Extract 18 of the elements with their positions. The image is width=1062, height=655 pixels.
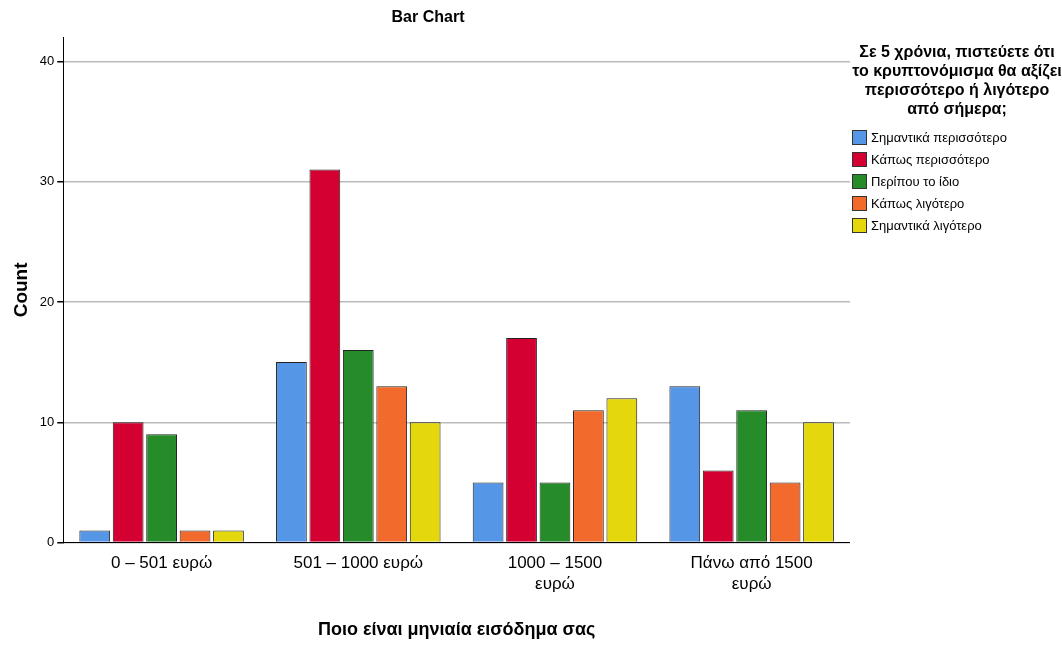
legend-label: Κάπως περισσότερο: [871, 151, 990, 167]
legend-label: Περίπου το ίδιο: [871, 173, 960, 189]
y-axis-title: Count: [9, 261, 31, 318]
x-tick-label: Πάνω από 1500 ευρώ: [690, 553, 813, 593]
y-tick-label: 40: [39, 52, 55, 68]
y-tick-label: 10: [39, 413, 55, 429]
x-axis-title: Ποιο είναι μηνιαία εισόδημα σας: [317, 619, 596, 640]
legend-label: Σημαντικά περισσότερο: [871, 129, 1007, 145]
x-tick-label: 0 – 501 ευρώ: [110, 553, 213, 573]
y-tick-label: 0: [47, 534, 55, 550]
y-tick-label: 20: [39, 293, 55, 309]
legend-label: Κάπως λιγότερο: [871, 195, 965, 211]
x-tick-label: 501 – 1000 ευρώ: [293, 553, 424, 573]
legend-title: Σε 5 χρόνια, πιστεύετε ότι το κρυπτονόμισμα θα αξίζει περισσότερο ή λιγότερο από σήμερα;: [852, 42, 1062, 118]
y-tick-label: 30: [39, 173, 55, 189]
chart-title: Bar Chart: [391, 8, 466, 26]
legend-label: Σημαντικά λιγότερο: [871, 217, 982, 233]
x-tick-label: 1000 – 1500 ευρώ: [507, 553, 603, 593]
